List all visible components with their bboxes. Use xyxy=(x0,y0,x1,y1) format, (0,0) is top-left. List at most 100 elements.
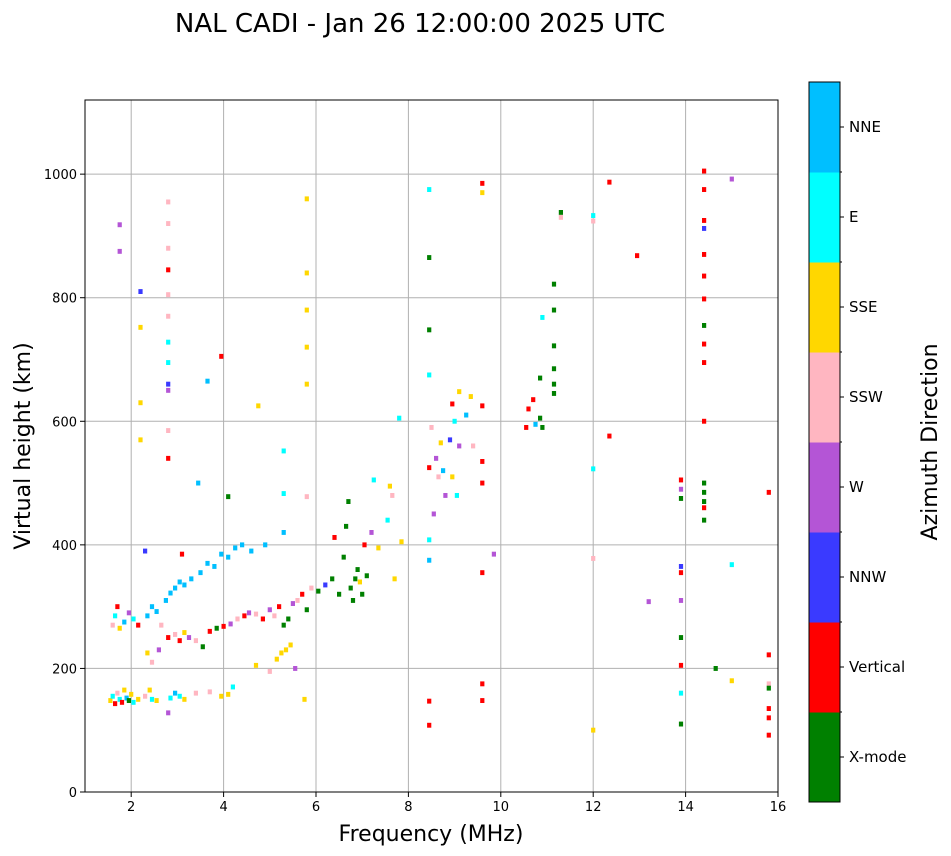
echo-point xyxy=(117,696,122,702)
echo-point xyxy=(117,625,122,631)
echo-point xyxy=(242,613,247,619)
y-tick-label: 200 xyxy=(52,662,77,677)
echo-point xyxy=(221,623,226,629)
echo-point xyxy=(450,474,455,480)
colorbar-segment xyxy=(809,622,840,713)
echo-point xyxy=(364,573,369,579)
echo-point xyxy=(149,659,155,665)
x-tick-label: 10 xyxy=(493,800,510,815)
echo-point xyxy=(447,437,453,443)
echo-point xyxy=(108,698,113,703)
echo-point xyxy=(702,226,707,231)
echo-point xyxy=(371,477,376,483)
echo-point xyxy=(226,691,231,697)
echo-point xyxy=(376,545,381,551)
y-tick-label: 800 xyxy=(52,292,77,307)
echo-point xyxy=(427,722,432,728)
echo-point xyxy=(480,570,485,576)
echo-point xyxy=(246,610,252,616)
echo-point xyxy=(279,650,284,656)
echo-point xyxy=(427,327,432,333)
echo-point xyxy=(457,443,462,449)
echo-point xyxy=(235,616,240,622)
echo-point xyxy=(346,499,351,504)
echo-point xyxy=(166,381,171,387)
echo-point xyxy=(540,425,545,430)
echo-point xyxy=(480,681,485,687)
echo-point xyxy=(295,598,300,603)
x-tick-label: 12 xyxy=(585,800,602,815)
echo-point xyxy=(166,313,171,319)
x-tick-label: 2 xyxy=(127,800,135,815)
echo-point xyxy=(607,433,612,439)
echo-point xyxy=(427,557,432,563)
echo-point xyxy=(219,353,224,359)
echo-point xyxy=(182,630,187,635)
echo-point xyxy=(168,590,173,596)
echo-point xyxy=(390,493,395,498)
echo-point xyxy=(154,698,159,703)
echo-point xyxy=(434,455,439,461)
colorbar-segment xyxy=(809,82,840,173)
echo-point xyxy=(219,693,224,699)
echo-point xyxy=(392,576,397,582)
echo-point xyxy=(304,344,309,350)
echo-point xyxy=(196,480,201,486)
colorbar-segment xyxy=(809,262,840,353)
echo-point xyxy=(136,696,141,702)
echo-point xyxy=(166,455,171,461)
echo-point xyxy=(678,486,684,492)
y-ticks: 0 200 400 600 800 1000 xyxy=(44,168,85,801)
echo-point xyxy=(702,499,707,504)
echo-point xyxy=(214,625,219,631)
echo-point xyxy=(441,468,446,474)
echo-point xyxy=(729,678,734,684)
echo-point xyxy=(138,324,143,330)
echo-point xyxy=(454,493,459,498)
echo-point xyxy=(198,570,203,576)
echo-point xyxy=(293,666,298,671)
echo-point xyxy=(166,428,171,433)
echo-point xyxy=(228,621,233,627)
echo-point xyxy=(131,616,136,622)
echo-point xyxy=(353,576,358,582)
echo-point xyxy=(551,366,557,372)
y-tick-label: 1000 xyxy=(44,168,77,183)
colorbar-segment xyxy=(809,172,840,263)
echo-point xyxy=(323,582,328,588)
y-tick-label: 0 xyxy=(69,786,77,801)
echo-point xyxy=(369,530,374,535)
echo-point xyxy=(540,315,545,320)
echo-point xyxy=(283,647,289,653)
echo-point xyxy=(438,440,443,446)
echo-point xyxy=(304,270,309,276)
echo-point xyxy=(145,650,150,656)
echo-point xyxy=(166,710,171,716)
echo-point xyxy=(173,585,178,591)
echo-point xyxy=(468,394,473,399)
echo-point xyxy=(173,690,178,696)
echo-point xyxy=(205,560,210,566)
echo-point xyxy=(179,551,185,557)
echo-point xyxy=(480,698,485,703)
echo-point xyxy=(272,613,277,619)
echo-point xyxy=(193,690,198,696)
echo-point xyxy=(166,245,171,251)
echo-point xyxy=(149,696,155,702)
echo-point xyxy=(166,635,171,640)
echo-point xyxy=(156,647,161,653)
echo-point xyxy=(551,307,557,313)
echo-point xyxy=(457,389,462,395)
echo-point xyxy=(138,437,143,443)
echo-point xyxy=(702,489,707,495)
echo-point xyxy=(253,662,259,668)
echo-point xyxy=(290,601,295,606)
x-tick-label: 4 xyxy=(219,800,227,815)
echo-point xyxy=(591,218,596,224)
echo-point xyxy=(166,387,171,393)
echo-point xyxy=(177,638,182,644)
colorbar-label: Azimuth Direction xyxy=(918,343,943,540)
echo-point xyxy=(766,685,771,691)
echo-point xyxy=(110,622,115,628)
